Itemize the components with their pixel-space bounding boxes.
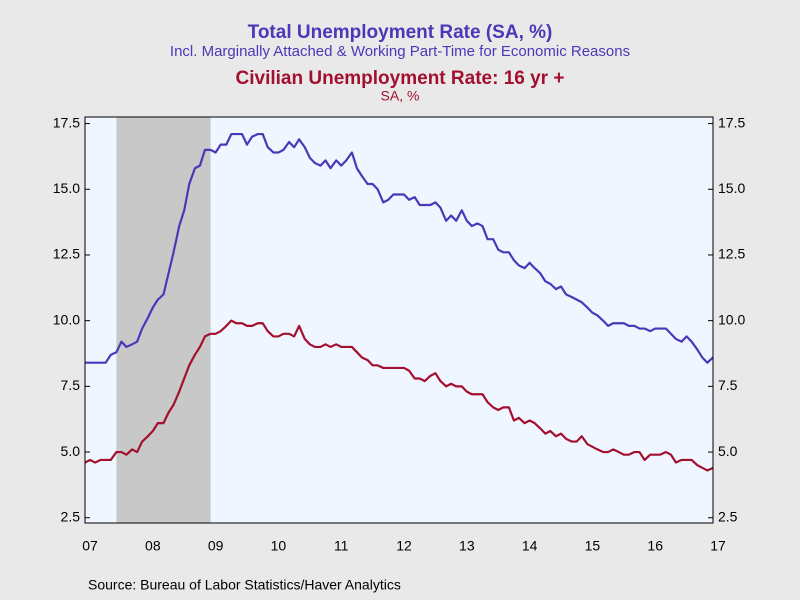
series-line <box>85 132 714 364</box>
x-tick-label: 09 <box>208 538 224 554</box>
recession-shade <box>116 117 211 523</box>
y-tick-label: 15.0 <box>53 180 80 196</box>
x-tick-label: 07 <box>82 538 98 554</box>
series-line <box>84 319 714 472</box>
y2-tick-label: 7.5 <box>718 377 738 393</box>
x-tick-label: 10 <box>271 538 287 554</box>
series-1-title: Civilian Unemployment Rate: 16 yr + <box>236 68 565 89</box>
series-1-subtitle: SA, % <box>381 88 420 104</box>
x-tick-label: 11 <box>334 538 349 554</box>
plot-frame <box>84 116 714 524</box>
y2-tick-label: 12.5 <box>718 246 745 262</box>
y2-tick-label: 5.0 <box>718 443 738 459</box>
y-tick-label: 17.5 <box>53 114 80 130</box>
y2-tick-label: 15.0 <box>718 180 745 196</box>
source-note: Source: Bureau of Labor Statistics/Haver… <box>88 577 401 593</box>
x-tick-label: 08 <box>145 538 161 554</box>
y2-tick-label: 10.0 <box>718 311 745 327</box>
series-0-subtitle: Incl. Marginally Attached & Working Part… <box>170 43 630 60</box>
x-tick-label: 15 <box>585 538 601 554</box>
x-tick-label: 14 <box>522 538 538 554</box>
x-tick-label: 16 <box>647 538 663 554</box>
x-tick-label: 17 <box>710 538 726 554</box>
x-tick-label: 12 <box>396 538 412 554</box>
series-0-title: Total Unemployment Rate (SA, %) <box>248 22 553 43</box>
y-tick-label: 7.5 <box>61 377 81 393</box>
x-tick-label: 13 <box>459 538 475 554</box>
y-tick-label: 2.5 <box>61 508 81 524</box>
y-tick-label: 5.0 <box>61 443 81 459</box>
y-tick-label: 12.5 <box>53 246 80 262</box>
y2-tick-label: 17.5 <box>718 114 745 130</box>
y2-tick-label: 2.5 <box>718 508 738 524</box>
y-tick-label: 10.0 <box>53 311 80 327</box>
